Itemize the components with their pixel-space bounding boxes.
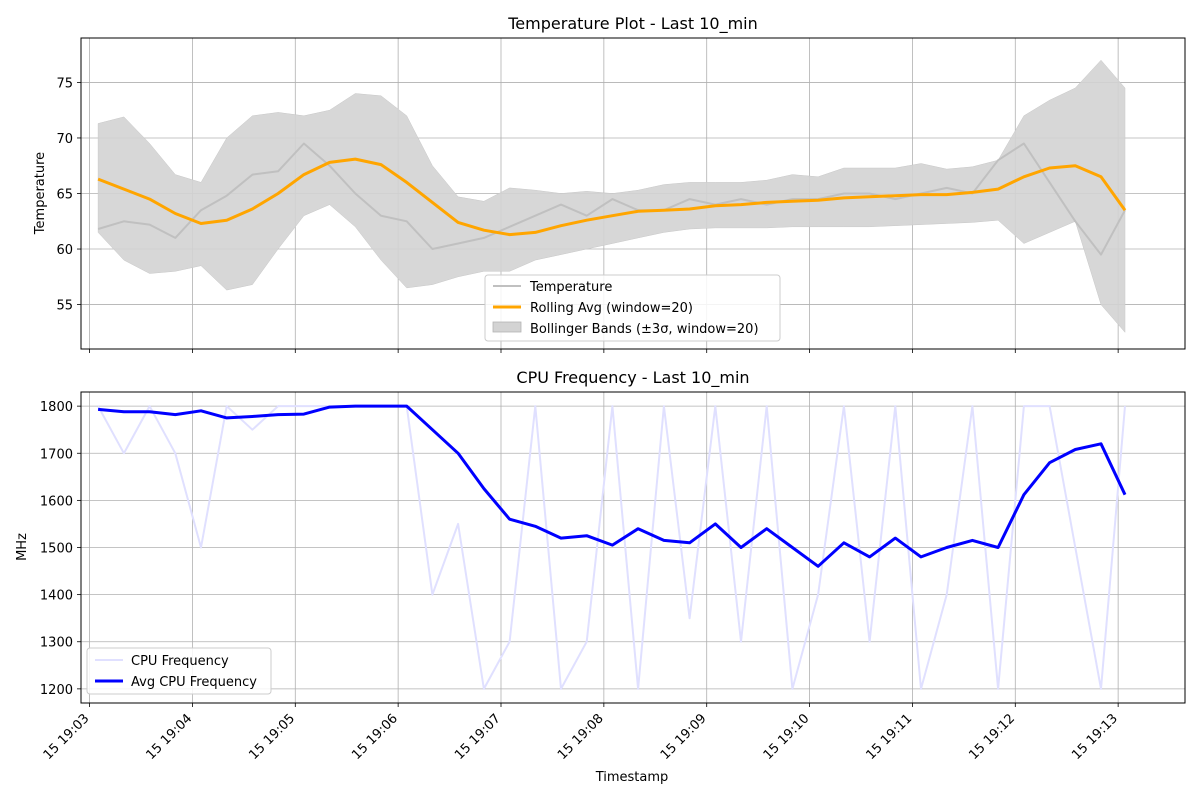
x-tick-label: 15 19:12 (966, 711, 1018, 763)
y-tick-label: 1700 (40, 447, 73, 462)
rolling-avg-line (97, 157, 1127, 237)
avg-cpu-frequency-line (97, 404, 1127, 568)
x-tick-label: 15 19:04 (144, 711, 196, 763)
cpu-grid (81, 392, 1185, 703)
cpu-legend-box (86, 647, 272, 695)
temperature-x-ticks (89, 349, 1119, 353)
x-tick-label: 15 19:07 (452, 711, 504, 763)
temperature-plot-frame (80, 37, 1186, 350)
x-tick-label: 15 19:11 (864, 711, 916, 763)
temperature-y-ticks: 55 60 65 70 75 (56, 76, 81, 314)
temperature-y-axis-label: Temperature (33, 152, 48, 235)
legend-entry-cpu-frequency: CPU Frequency (131, 654, 229, 669)
temperature-panel: Temperature Plot - Last 10_min Temperatu… (33, 14, 1186, 353)
y-tick-label: 1200 (40, 683, 73, 698)
y-tick-label: 65 (56, 188, 73, 203)
cpu-plot-frame (80, 391, 1186, 704)
x-axis-label: Timestamp (595, 770, 669, 785)
cpu-y-ticks: 1200 1300 1400 1500 1600 1700 1800 (40, 400, 81, 698)
y-tick-label: 1800 (40, 400, 73, 415)
temperature-chart-title: Temperature Plot - Last 10_min (507, 14, 757, 34)
legend-entry-rolling-avg: Rolling Avg (window=20) (530, 301, 693, 316)
temperature-series (97, 142, 1127, 256)
legend-entry-temperature: Temperature (529, 280, 612, 295)
y-tick-label: 1500 (40, 542, 73, 557)
legend-swatch-bollinger (492, 321, 522, 333)
temperature-legend-box (484, 274, 781, 342)
x-tick-label: 15 19:13 (1069, 711, 1121, 763)
bollinger-band (97, 59, 1126, 333)
x-tick-label: 15 19:08 (555, 711, 607, 763)
x-tick-label: 15 19:06 (349, 711, 401, 763)
temperature-legend: Temperature Rolling Avg (window=20) Boll… (484, 274, 781, 342)
cpu-chart-title: CPU Frequency - Last 10_min (516, 368, 749, 388)
y-tick-label: 1600 (40, 494, 73, 509)
cpu-series (97, 404, 1127, 690)
x-tick-label: 15 19:10 (761, 711, 813, 763)
legend-entry-bollinger: Bollinger Bands (±3σ, window=20) (530, 322, 759, 337)
legend-entry-avg-cpu-frequency: Avg CPU Frequency (131, 675, 257, 690)
y-tick-label: 60 (56, 243, 73, 258)
cpu-panel: CPU Frequency - Last 10_min MHz Timestam… (15, 368, 1186, 785)
y-tick-label: 70 (56, 132, 73, 147)
cpu-x-ticks: 15 19:03 15 19:04 15 19:05 15 19:06 15 19:07… (41, 703, 1121, 763)
cpu-legend: CPU Frequency Avg CPU Frequency (86, 647, 272, 695)
temperature-line (97, 142, 1126, 256)
x-tick-label: 15 19:03 (41, 711, 93, 763)
cpu-y-axis-label: MHz (15, 533, 30, 561)
x-tick-label: 15 19:09 (658, 711, 710, 763)
y-tick-label: 1400 (40, 589, 73, 604)
y-tick-label: 1300 (40, 636, 73, 651)
y-tick-label: 75 (56, 76, 73, 91)
x-tick-label: 15 19:05 (246, 711, 298, 763)
bollinger-band-area (97, 59, 1126, 333)
y-tick-label: 55 (56, 299, 73, 314)
